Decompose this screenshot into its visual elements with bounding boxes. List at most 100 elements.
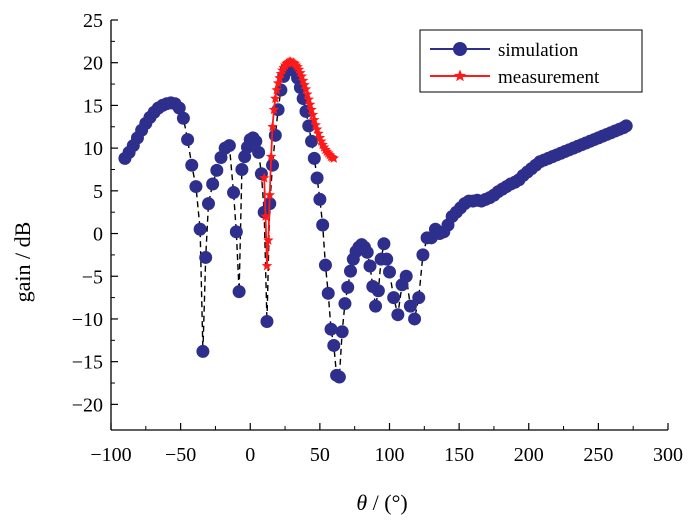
measurement-point <box>267 121 278 132</box>
x-axis-unit: / (°) <box>367 490 408 515</box>
measurement-point <box>271 84 282 95</box>
simulation-point <box>403 299 417 313</box>
x-tick-label: 300 <box>653 444 683 466</box>
measurement-point <box>313 128 324 139</box>
measurement-point <box>311 123 323 134</box>
measurement-point <box>261 260 273 271</box>
measurement-point <box>310 119 321 130</box>
legend-measurement-marker <box>453 69 467 82</box>
measurement-point <box>265 151 277 162</box>
measurement-point <box>302 88 313 99</box>
simulation-point <box>316 218 330 232</box>
legend-simulation-label: simulation <box>498 40 579 61</box>
x-axis-title: θ / (°) <box>356 490 407 515</box>
series-simulation <box>118 58 633 384</box>
y-tick-label: 15 <box>83 95 103 117</box>
measurement-point <box>307 109 319 120</box>
simulation-point <box>206 177 220 191</box>
legend-measurement-label: measurement <box>498 67 600 88</box>
simulation-point <box>371 284 385 298</box>
simulation-point <box>196 344 210 358</box>
simulation-point <box>172 101 186 115</box>
simulation-point <box>181 133 195 147</box>
measurement-point <box>328 152 340 163</box>
simulation-point <box>416 248 430 262</box>
measurement-point <box>320 144 331 155</box>
measurement-point <box>293 64 305 74</box>
measurement-point <box>300 83 312 94</box>
measurement-point <box>263 234 274 245</box>
legend-simulation-marker <box>453 42 467 56</box>
x-tick-label: 50 <box>310 444 330 466</box>
measurement-point <box>299 79 310 90</box>
measurement-point <box>297 75 309 86</box>
measurement-point <box>258 172 270 183</box>
simulation-point <box>252 145 266 159</box>
measurement-point <box>324 149 335 160</box>
simulation-point <box>232 285 246 299</box>
y-tick-label: 5 <box>93 181 103 203</box>
measurement-point <box>318 141 330 152</box>
simulation-point <box>266 158 280 172</box>
plot-area <box>118 56 633 384</box>
measurement-point <box>317 139 328 150</box>
measurement-point <box>316 135 327 146</box>
simulation-point <box>412 291 426 305</box>
y-axis-title: gain / dB <box>10 222 35 303</box>
simulation-point <box>307 151 321 165</box>
legend-box <box>419 29 643 93</box>
simulation-point <box>201 197 215 211</box>
simulation-point <box>318 258 332 272</box>
measurement-point <box>296 70 307 81</box>
simulation-point <box>199 250 213 264</box>
y-tick-label: 25 <box>83 10 103 32</box>
simulation-point <box>387 291 401 305</box>
simulation-point <box>324 322 338 336</box>
simulation-point <box>176 111 190 125</box>
series-measurement <box>258 56 340 271</box>
ticks: −100 −50 0 50 100 150 200 250 300−20−15−10−50510… <box>72 10 683 466</box>
measurement-point <box>289 58 301 69</box>
simulation-point <box>363 259 377 273</box>
simulation-point <box>310 171 324 185</box>
simulation-point <box>344 264 358 278</box>
measurement-point <box>260 210 271 221</box>
measurement-point <box>268 104 280 115</box>
simulation-point <box>222 139 236 153</box>
simulation-line <box>124 64 627 379</box>
y-tick-label: −20 <box>72 394 103 416</box>
y-tick-label: −5 <box>82 266 103 288</box>
measurement-point <box>292 61 303 72</box>
simulation-point <box>408 312 422 326</box>
x-tick-label: 0 <box>245 444 255 466</box>
simulation-point <box>260 315 274 329</box>
simulation-point <box>229 225 243 239</box>
simulation-point <box>189 180 203 194</box>
simulation-point <box>335 325 349 339</box>
simulation-point <box>210 163 224 177</box>
measurement-point <box>274 72 285 83</box>
y-tick-label: −15 <box>72 352 103 374</box>
measurement-point <box>306 104 317 115</box>
simulation-point <box>305 134 319 148</box>
measurement-point <box>304 99 316 110</box>
measurement-point <box>309 114 320 125</box>
measurement-point <box>323 147 334 158</box>
simulation-point <box>321 286 335 300</box>
simulation-point <box>193 222 207 236</box>
simulation-point <box>227 186 241 200</box>
simulation-point <box>391 308 405 322</box>
y-tick-label: 20 <box>83 53 103 75</box>
simulation-point <box>327 338 341 352</box>
y-tick-label: −10 <box>72 309 103 331</box>
x-axis-symbol: θ <box>356 490 367 515</box>
simulation-point <box>235 162 249 176</box>
simulation-point <box>313 192 327 206</box>
x-tick-label: 150 <box>444 444 474 466</box>
x-tick-label: −50 <box>165 444 196 466</box>
x-tick-label: 100 <box>375 444 405 466</box>
y-tick-label: 0 <box>93 224 103 246</box>
simulation-point <box>399 269 413 283</box>
measurement-point <box>303 93 314 104</box>
